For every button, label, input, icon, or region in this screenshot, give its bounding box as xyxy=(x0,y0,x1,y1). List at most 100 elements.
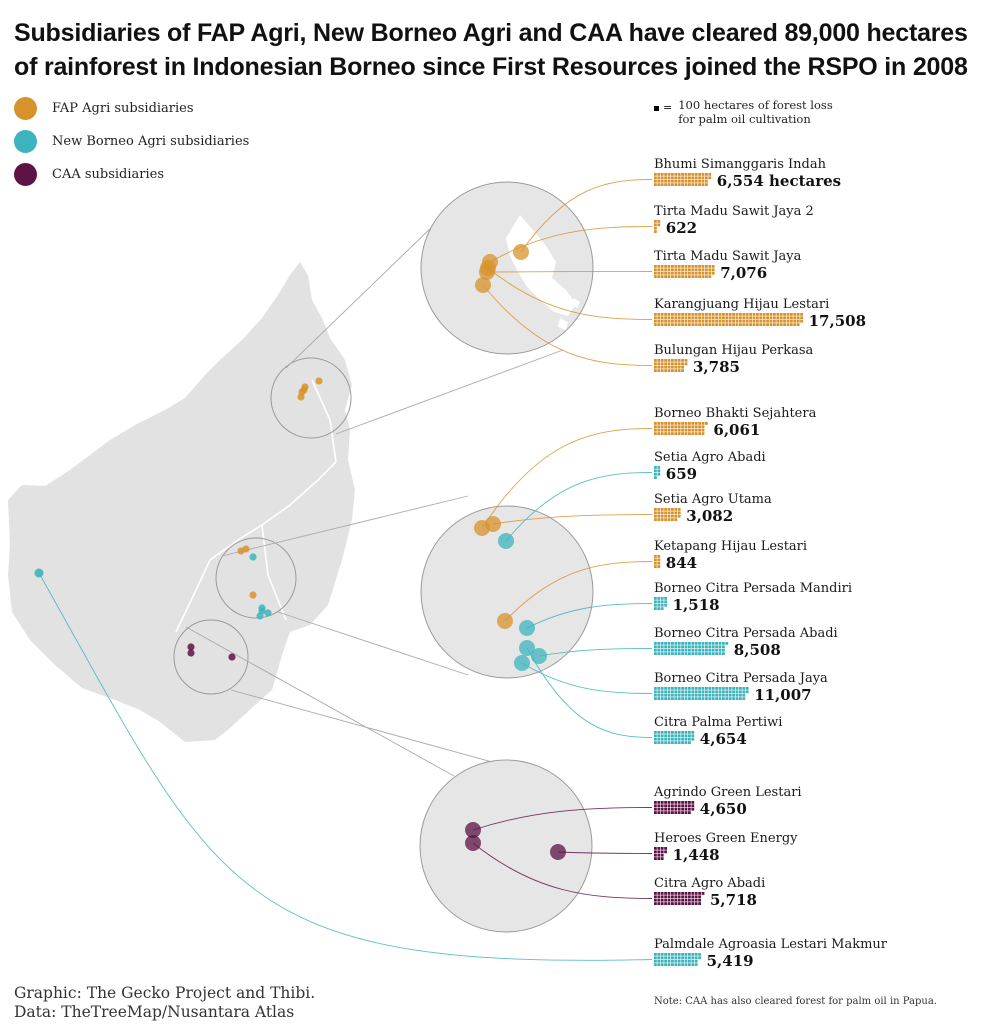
bar-value-bhumi-simanggaris-indah: 6,554 hectares xyxy=(717,172,841,190)
bar-value-setia-agro-abadi: 659 xyxy=(666,465,697,483)
zoom-dot-borneo-citra-persada-abadi xyxy=(531,648,547,664)
map-dot-14 xyxy=(187,643,195,651)
zoom-dot-ketapang-hijau-lestari xyxy=(497,613,513,629)
legend-dot-fap xyxy=(14,96,37,120)
connector-setia-agro-utama xyxy=(492,514,653,525)
map-dot-1 xyxy=(315,377,323,385)
bar-value-citra-agro-abadi: 5,718 xyxy=(710,891,757,909)
bar-value-setia-agro-utama: 3,082 xyxy=(686,507,733,525)
bar-squares-setia-agro-utama xyxy=(654,508,681,521)
chart-title: Subsidiaries of FAP Agri, New Borneo Agr… xyxy=(14,16,984,84)
borneo-map xyxy=(8,262,355,742)
unit-text-line-2: for palm oil cultivation xyxy=(678,112,811,126)
zoom-north-islands xyxy=(558,298,580,330)
map-location-dots xyxy=(187,377,323,661)
bar-label-tirta-madu-sawit-jaya-2: Tirta Madu Sawit Jaya 2 xyxy=(654,204,814,219)
bar-squares-citra-palma-pertiwi xyxy=(654,731,695,744)
connector-borneo-bhakti-sejahtera xyxy=(481,428,653,529)
bar-value-borneo-citra-persada-mandiri: 1,518 xyxy=(673,596,720,614)
map-dot-9 xyxy=(249,591,257,599)
zoom-dot-agrindo-green-lestari xyxy=(465,822,481,838)
bar-label-borneo-bhakti-sejahtera: Borneo Bhakti Sejahtera xyxy=(654,406,817,421)
bar-label-borneo-citra-persada-jaya: Borneo Citra Persada Jaya xyxy=(654,671,828,686)
map-dot-8 xyxy=(249,553,257,561)
zoom-dot-citra-agro-abadi xyxy=(465,835,481,851)
connector-setia-agro-abadi xyxy=(505,472,653,542)
bar-label-borneo-citra-persada-mandiri: Borneo Citra Persada Mandiri xyxy=(654,581,852,596)
zoom-circles xyxy=(419,181,594,933)
bar-value-borneo-bhakti-sejahtera: 6,061 xyxy=(713,421,760,439)
bar-squares-bhumi-simanggaris-indah xyxy=(654,173,712,186)
connector-agrindo-green-lestari xyxy=(472,807,653,831)
map-dot-16 xyxy=(228,653,236,661)
bar-squares-karangjuang-hijau-lestari xyxy=(654,313,803,326)
map-dot-15 xyxy=(187,649,195,657)
bar-value-heroes-green-energy: 1,448 xyxy=(673,846,720,864)
bar-label-ketapang-hijau-lestari: Ketapang Hijau Lestari xyxy=(654,539,807,554)
bar-label-karangjuang-hijau-lestari: Karangjuang Hijau Lestari xyxy=(654,297,829,312)
zoom-dot-borneo-citra-persada-jaya xyxy=(514,655,530,671)
bar-label-bhumi-simanggaris-indah: Bhumi Simanggaris Indah xyxy=(654,157,827,172)
chart-title-line-2: of rainforest in Indonesian Borneo since… xyxy=(14,53,968,81)
zoom-dot-borneo-citra-persada-mandiri xyxy=(519,620,535,636)
unit-text: 100 hectares of forest loss for palm oil… xyxy=(678,98,833,126)
chart-title-line-1: Subsidiaries of FAP Agri, New Borneo Agr… xyxy=(14,19,968,47)
bar-squares-tirta-madu-sawit-jaya xyxy=(654,265,715,278)
bar-value-borneo-citra-persada-abadi: 8,508 xyxy=(734,641,781,659)
province-borders xyxy=(175,379,337,633)
bar-label-heroes-green-energy: Heroes Green Energy xyxy=(654,831,798,846)
zoom-connector-lines xyxy=(185,224,564,777)
zoom-circle-central xyxy=(420,505,594,679)
legend-item-fap: FAP Agri subsidiaries xyxy=(14,96,194,120)
unit-square-icon xyxy=(654,106,659,111)
bar-squares-borneo-citra-persada-jaya xyxy=(654,687,749,700)
bar-value-tirta-madu-sawit-jaya: 7,076 xyxy=(720,264,767,282)
zoom-circle-north xyxy=(420,181,594,355)
zoom-north-coastline xyxy=(506,215,576,316)
map-dot-11 xyxy=(264,609,272,617)
bar-squares-setia-agro-abadi xyxy=(654,466,661,479)
bar-value-ketapang-hijau-lestari: 844 xyxy=(666,554,697,572)
unit-text-line-1: 100 hectares of forest loss xyxy=(678,98,833,112)
focus-circle-central xyxy=(215,537,297,619)
unit-note: = 100 hectares of forest loss for palm o… xyxy=(654,98,833,126)
map-dot-4 xyxy=(300,386,308,394)
legend-dot-new-borneo-agri xyxy=(14,129,37,153)
bar-squares-borneo-citra-persada-mandiri xyxy=(654,597,667,610)
bar-squares-tirta-madu-sawit-jaya-2 xyxy=(654,220,661,233)
bar-label-palmdale-agroasia-lestari-makmur: Palmdale Agroasia Lestari Makmur xyxy=(654,937,888,952)
connector-tirta-madu-sawit-jaya xyxy=(486,271,653,273)
bar-value-citra-palma-pertiwi: 4,654 xyxy=(700,730,747,748)
borneo-landmass xyxy=(8,262,355,742)
zoom-dot-citra-palma-pertiwi xyxy=(519,640,535,656)
bar-squares-agrindo-green-lestari xyxy=(654,801,695,814)
bar-label-tirta-madu-sawit-jaya: Tirta Madu Sawit Jaya xyxy=(654,249,802,264)
zoom-circle-south xyxy=(419,759,593,933)
legend-dot-caa xyxy=(14,162,37,186)
bar-squares-palmdale-agroasia-lestari-makmur xyxy=(654,953,701,966)
bar-value-palmdale-agroasia-lestari-makmur: 5,419 xyxy=(707,952,754,970)
bar-squares-citra-agro-abadi xyxy=(654,892,705,905)
connector-curves xyxy=(38,179,653,961)
focus-circle-south xyxy=(173,619,249,695)
footnote: Note: CAA has also cleared forest for pa… xyxy=(654,996,937,1007)
zoom-dot-setia-agro-abadi xyxy=(498,533,514,549)
bar-squares-ketapang-hijau-lestari xyxy=(654,555,661,568)
bar-label-bulungan-hijau-perkasa: Bulungan Hijau Perkasa xyxy=(654,343,814,358)
legend-item-caa: CAA subsidiaries xyxy=(14,162,164,186)
credit-graphic: Graphic: The Gecko Project and Thibi. xyxy=(14,984,316,1002)
bar-label-agrindo-green-lestari: Agrindo Green Lestari xyxy=(653,785,802,800)
zoom-dot-setia-agro-utama xyxy=(485,516,501,532)
